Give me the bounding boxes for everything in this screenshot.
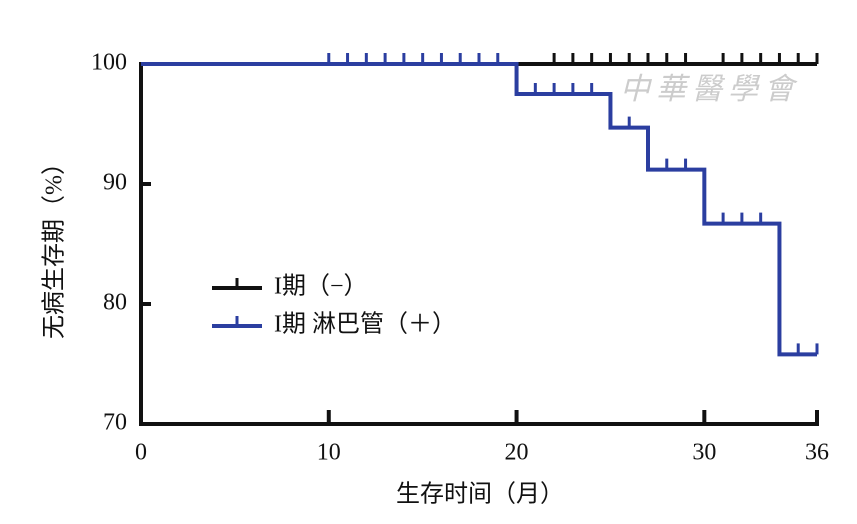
x-tick-label: 10 [317, 440, 341, 466]
y-tick-label: 90 [103, 170, 127, 196]
x-axis-label: 生存时间（月） [396, 481, 564, 508]
x-tick-label: 36 [805, 440, 829, 466]
y-tick-label: 80 [103, 290, 127, 316]
x-tick-label: 30 [692, 440, 716, 466]
legend-label: I期 淋巴管（＋） [274, 311, 456, 338]
x-tick-label: 0 [135, 440, 147, 466]
x-tick-label: 20 [505, 440, 529, 466]
watermark: 中華醫學會 [620, 73, 800, 106]
legend-label: I期（−） [274, 274, 368, 300]
survival-curve [141, 62, 817, 357]
y-axis-label: 无病生存期（%） [41, 151, 68, 339]
y-tick-label: 100 [91, 50, 127, 76]
y-tick-label: 70 [103, 410, 127, 436]
